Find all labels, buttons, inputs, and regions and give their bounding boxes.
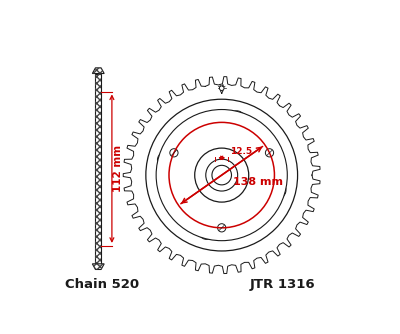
Text: 112 mm: 112 mm <box>112 145 122 192</box>
Circle shape <box>218 224 226 232</box>
Text: Chain 520: Chain 520 <box>65 278 139 291</box>
Circle shape <box>170 149 178 157</box>
Text: 138 mm: 138 mm <box>233 177 283 186</box>
Ellipse shape <box>221 111 247 147</box>
Circle shape <box>212 165 232 185</box>
Circle shape <box>265 149 274 157</box>
Circle shape <box>146 99 298 251</box>
Circle shape <box>195 148 249 202</box>
Text: 12.5: 12.5 <box>230 147 252 156</box>
Polygon shape <box>92 68 104 73</box>
Bar <box>96 73 101 264</box>
Ellipse shape <box>196 203 223 239</box>
Text: JTR 1316: JTR 1316 <box>249 278 315 291</box>
Bar <box>96 73 101 264</box>
Circle shape <box>206 159 238 191</box>
Ellipse shape <box>249 174 286 201</box>
Polygon shape <box>92 264 104 270</box>
Polygon shape <box>123 76 320 274</box>
Ellipse shape <box>158 149 194 176</box>
Circle shape <box>156 110 287 241</box>
